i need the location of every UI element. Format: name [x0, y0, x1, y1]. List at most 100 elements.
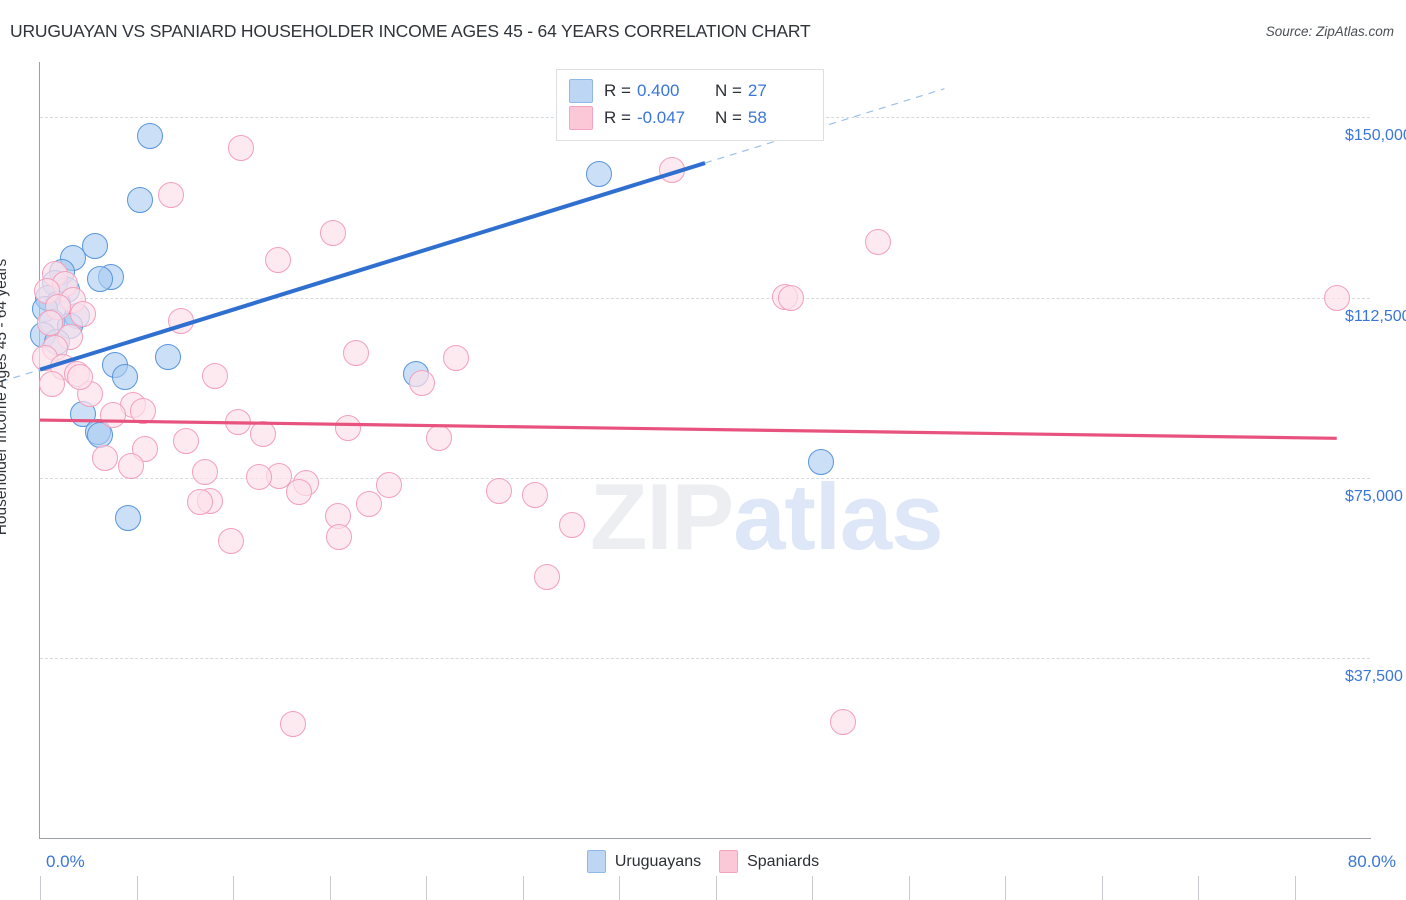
watermark-zip: ZIP — [590, 464, 734, 569]
x-axis-tick — [908, 876, 910, 900]
y-axis-tick-label: $150,000 — [1345, 127, 1406, 145]
watermark-atlas: atlas — [733, 464, 943, 569]
data-point-spaniards[interactable] — [534, 563, 561, 590]
data-point-spaniards[interactable] — [778, 284, 805, 311]
r-value-uruguayans: 0.400 — [636, 80, 680, 100]
gridline — [40, 297, 1370, 299]
data-point-spaniards[interactable] — [279, 711, 306, 738]
data-point-spaniards[interactable] — [191, 458, 218, 485]
stat-row-spaniards: R = -0.047 N = 58 — [569, 104, 811, 131]
legend-chip-spaniards-icon — [719, 850, 739, 873]
data-point-spaniards[interactable] — [224, 408, 251, 435]
data-point-spaniards[interactable] — [326, 524, 353, 551]
data-point-spaniards[interactable] — [264, 247, 291, 274]
x-axis-max-label: 80.0% — [1347, 852, 1396, 871]
n-label-spaniards: N = — [714, 107, 742, 127]
trend-lines — [0, 88, 1337, 440]
trendline-projection-lower-uruguayans — [0, 369, 41, 383]
legend-item-spaniards[interactable]: Spaniards — [719, 850, 819, 873]
r-label-spaniards: R = — [604, 107, 631, 127]
gridline — [40, 657, 1370, 659]
data-point-spaniards[interactable] — [118, 452, 145, 479]
data-point-spaniards[interactable] — [409, 369, 436, 396]
source-attribution: Source: ZipAtlas.com — [1265, 24, 1394, 39]
data-point-spaniards[interactable] — [1323, 284, 1350, 311]
data-point-spaniards[interactable] — [376, 471, 403, 498]
x-axis-tick — [40, 876, 41, 900]
x-axis-tick — [1294, 876, 1296, 900]
legend-chip-uruguayans-icon — [586, 850, 606, 873]
data-point-spaniards[interactable] — [228, 135, 255, 162]
x-axis-tick — [1198, 876, 1200, 900]
x-axis-tick — [522, 876, 524, 900]
data-point-spaniards[interactable] — [319, 220, 346, 247]
data-point-spaniards[interactable] — [485, 477, 512, 504]
page-title: URUGUAYAN VS SPANIARD HOUSEHOLDER INCOME… — [10, 21, 811, 41]
r-value-spaniards: -0.047 — [636, 107, 686, 127]
data-point-spaniards[interactable] — [342, 340, 369, 367]
data-point-spaniards[interactable] — [522, 482, 549, 508]
swatch-uruguayans-icon — [569, 78, 593, 103]
data-point-spaniards[interactable] — [38, 371, 65, 398]
data-point-spaniards[interactable] — [829, 708, 856, 735]
plot-area: ZIPatlas — [0, 62, 1370, 900]
data-point-uruguayans[interactable] — [115, 504, 142, 531]
data-point-spaniards[interactable] — [442, 344, 469, 371]
data-point-uruguayans[interactable] — [126, 187, 153, 214]
series-legend: Uruguayans Spaniards — [0, 850, 1406, 873]
data-point-spaniards[interactable] — [158, 182, 185, 209]
data-point-spaniards[interactable] — [70, 301, 97, 328]
x-axis-tick — [136, 876, 138, 900]
gridline — [40, 477, 1370, 479]
y-axis-line — [39, 62, 40, 838]
data-point-spaniards[interactable] — [658, 157, 685, 184]
watermark: ZIPatlas — [590, 470, 944, 564]
data-point-uruguayans[interactable] — [86, 266, 113, 293]
y-axis-tick-label: $112,500 — [1345, 307, 1406, 325]
data-point-spaniards[interactable] — [91, 445, 118, 472]
n-label-uruguayans: N = — [714, 80, 742, 100]
data-point-spaniards[interactable] — [356, 491, 383, 518]
legend-label-spaniards: Spaniards — [747, 852, 820, 870]
data-point-spaniards[interactable] — [130, 397, 157, 424]
correlation-stats-box: R = 0.400 N = 27 R = -0.047 N = 58 — [556, 69, 824, 141]
data-point-spaniards[interactable] — [864, 229, 891, 256]
data-point-uruguayans[interactable] — [111, 363, 138, 390]
n-value-spaniards: 58 — [747, 107, 767, 127]
swatch-spaniards-icon — [569, 105, 593, 130]
data-point-spaniards[interactable] — [246, 464, 273, 491]
data-point-uruguayans[interactable] — [585, 161, 612, 188]
y-axis-title: Householder Income Ages 45 - 64 years — [0, 258, 10, 536]
data-point-spaniards[interactable] — [286, 479, 313, 506]
data-point-spaniards[interactable] — [559, 511, 585, 538]
x-axis-tick — [1005, 876, 1007, 900]
legend-label-uruguayans: Uruguayans — [614, 852, 702, 870]
data-point-spaniards[interactable] — [201, 362, 228, 389]
n-value-uruguayans: 27 — [747, 80, 767, 100]
data-point-spaniards[interactable] — [168, 307, 195, 334]
data-point-spaniards[interactable] — [100, 402, 127, 429]
x-axis-tick — [329, 876, 331, 900]
data-point-uruguayans[interactable] — [808, 449, 835, 476]
data-point-uruguayans[interactable] — [155, 343, 181, 370]
x-axis-tick — [1101, 876, 1103, 900]
x-axis-line — [39, 838, 1371, 839]
y-axis-tick-label: $75,000 — [1345, 487, 1403, 505]
data-point-spaniards[interactable] — [249, 420, 276, 447]
data-point-uruguayans[interactable] — [136, 122, 163, 149]
data-point-spaniards[interactable] — [173, 427, 200, 454]
x-axis-tick — [619, 876, 621, 900]
x-axis-tick — [426, 876, 428, 900]
x-axis-tick — [812, 876, 814, 900]
data-point-spaniards[interactable] — [218, 528, 245, 555]
x-axis-min-label: 0.0% — [46, 852, 85, 871]
y-axis-tick-label: $37,500 — [1345, 667, 1403, 685]
data-point-spaniards[interactable] — [186, 489, 213, 516]
r-label-uruguayans: R = — [604, 80, 631, 100]
x-axis-tick — [715, 876, 717, 900]
data-point-spaniards[interactable] — [334, 415, 361, 442]
legend-item-uruguayans[interactable]: Uruguayans — [586, 850, 702, 873]
data-point-spaniards[interactable] — [426, 425, 452, 452]
data-point-spaniards[interactable] — [66, 363, 93, 390]
